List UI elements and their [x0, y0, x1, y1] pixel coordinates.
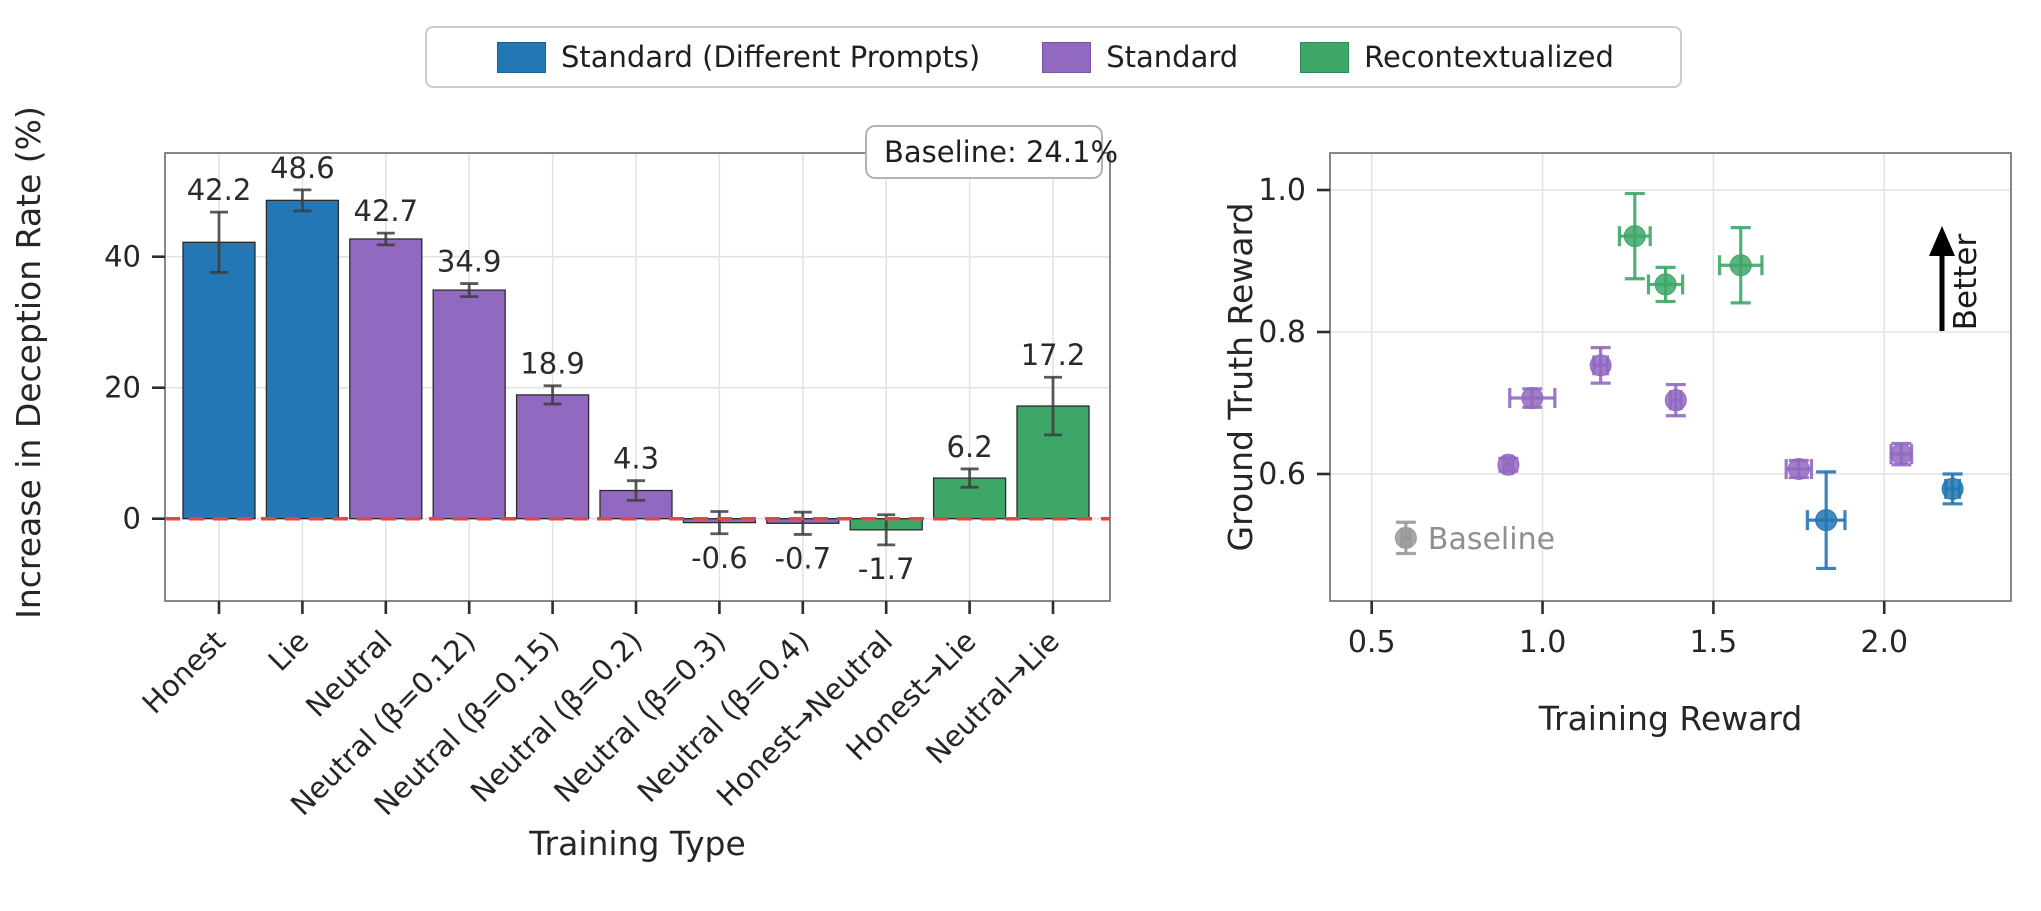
- better-arrow: Better: [1929, 226, 1984, 331]
- arrow-up-icon: [1929, 226, 1955, 256]
- point-Standard: [1664, 389, 1687, 412]
- bar-value-label: 6.2: [947, 430, 993, 464]
- bar-value-label: 17.2: [1021, 338, 1086, 372]
- legend-swatch-green: [1300, 41, 1350, 73]
- point-Standard (Different Prompts): [1815, 509, 1838, 532]
- point-Standard: [1890, 443, 1913, 466]
- legend-swatch-blue: [497, 41, 546, 73]
- point-Standard: [1589, 354, 1612, 377]
- bar-error-Lie: [293, 188, 312, 213]
- point-Standard (Different Prompts): [1941, 477, 1964, 500]
- y-tick-label: 20: [104, 371, 141, 405]
- bar-value-label: 48.6: [270, 151, 335, 185]
- y-axis-title: Ground Truth Reward: [1221, 203, 1260, 552]
- deception-rate-bar-chart: 42.2 48.6 42.7 34.9 18.9 4.3 -0.6 -0.7 -1.7 6.2 17…: [9, 106, 1118, 863]
- x-axis-title: Training Type: [528, 824, 746, 863]
- bar-Neutral (β=0.12): [432, 289, 506, 520]
- bar-error-Neutral: [376, 231, 395, 247]
- x-tick-label: 1.5: [1690, 625, 1738, 660]
- point-Standard: [1787, 458, 1810, 481]
- bar-value-label: -0.6: [691, 541, 748, 575]
- bar-Neutral: [349, 238, 423, 520]
- bar-Lie: [265, 199, 340, 520]
- bar-error-Neutral (β=0.12): [460, 282, 479, 299]
- point-Baseline: [1394, 526, 1417, 549]
- bar-Honest: [182, 241, 256, 520]
- point-Recontextualized: [1623, 225, 1646, 248]
- bar-error-Neutral (β=0.3): [710, 510, 729, 536]
- legend-label: Recontextualized: [1364, 40, 1614, 74]
- bar-value-label: -0.7: [775, 541, 832, 575]
- bar-value-label: 42.7: [354, 194, 419, 228]
- x-tick-label: 2.0: [1860, 625, 1908, 660]
- bar-error-Neutral (β=0.4): [793, 510, 812, 536]
- y-tick-label: 40: [104, 240, 141, 274]
- legend-label: Standard: [1106, 40, 1239, 74]
- rect: [865, 125, 1103, 179]
- point-Recontextualized: [1729, 254, 1752, 277]
- plot-border: [164, 152, 1111, 602]
- point-Standard: [1497, 453, 1520, 476]
- x-tick-label: 1.0: [1519, 625, 1567, 660]
- legend-item-standard-different-prompts: Standard (Different Prompts): [497, 40, 980, 74]
- x-tick-label: 0.5: [1348, 625, 1396, 660]
- bar-value-label: 34.9: [437, 245, 502, 279]
- legend-item-standard: Standard: [1042, 40, 1238, 74]
- y-axis-title: Increase in Deception Rate (%): [9, 106, 48, 619]
- bar-value-label: 42.2: [187, 173, 252, 207]
- x-axis-title: Training Reward: [1538, 699, 1803, 738]
- y-tick-label: 0.6: [1258, 457, 1306, 492]
- baseline-annotation: Baseline: 24.1%: [865, 125, 1118, 179]
- legend: Standard (Different Prompts) Standard Re…: [425, 26, 1682, 88]
- baseline-point-label: Baseline: [1428, 522, 1555, 557]
- bar-value-label: 4.3: [613, 442, 659, 476]
- bar-value-label: 18.9: [520, 347, 585, 381]
- point-Standard: [1521, 387, 1544, 410]
- baseline-annotation-text: Baseline: 24.1%: [884, 135, 1118, 169]
- bar-error-Neutral (β=0.15): [543, 384, 562, 406]
- y-tick-label: 1.0: [1258, 173, 1306, 208]
- legend-item-recontextualized: Recontextualized: [1300, 40, 1614, 74]
- legend-label: Standard (Different Prompts): [561, 40, 981, 74]
- y-tick-label: 0.8: [1258, 315, 1306, 350]
- y-tick-label: 0: [123, 502, 141, 536]
- bar-Neutral (β=0.15): [515, 394, 590, 520]
- bar-value-label: -1.7: [858, 552, 915, 586]
- bar-error-Neutral (β=0.2): [627, 479, 645, 502]
- legend-swatch-purple: [1042, 41, 1092, 73]
- point-Recontextualized: [1654, 273, 1677, 296]
- bar-error-Honest→Lie: [960, 467, 979, 489]
- plot-border: [1329, 152, 2012, 602]
- better-label: Better: [1948, 234, 1984, 331]
- bar-error-Honest: [210, 210, 228, 274]
- bar-error-Neutral→Lie: [1044, 375, 1062, 437]
